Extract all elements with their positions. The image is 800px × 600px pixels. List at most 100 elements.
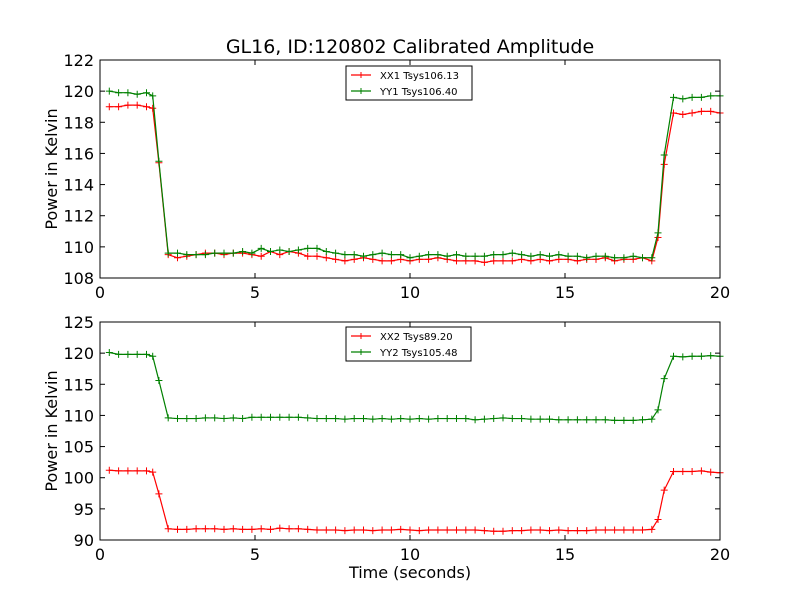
- data-point-marker: [480, 527, 488, 535]
- data-point-marker: [143, 103, 150, 111]
- data-point-marker: [294, 525, 302, 533]
- data-point-marker: [332, 255, 340, 263]
- data-point-marker: [415, 415, 423, 423]
- data-point-marker: [499, 527, 507, 535]
- data-point-marker: [629, 252, 637, 260]
- data-point-marker: [313, 252, 321, 260]
- data-point-marker: [670, 93, 677, 101]
- data-point-marker: [201, 251, 209, 259]
- data-point-marker: [434, 526, 442, 534]
- data-point-marker: [105, 87, 113, 95]
- x-tick-label: 20: [710, 283, 730, 302]
- data-point-marker: [387, 257, 395, 265]
- x-tick-label: 15: [555, 283, 575, 302]
- data-point-marker: [490, 527, 498, 535]
- data-point-marker: [239, 248, 247, 256]
- data-point-marker: [105, 349, 113, 357]
- data-point-marker: [536, 526, 544, 534]
- data-point-marker: [564, 252, 572, 260]
- data-point-marker: [332, 249, 340, 257]
- x-tick-label: 0: [95, 283, 105, 302]
- data-point-marker: [369, 251, 377, 259]
- data-point-marker: [499, 414, 507, 422]
- data-point-marker: [149, 468, 157, 476]
- data-point-marker: [679, 111, 687, 118]
- data-point-marker: [397, 415, 405, 423]
- data-point-marker: [654, 406, 662, 414]
- data-point-marker: [313, 526, 321, 534]
- data-point-marker: [453, 251, 460, 259]
- chart-title: GL16, ID:120802 Calibrated Amplitude: [226, 36, 594, 58]
- data-point-marker: [480, 252, 488, 260]
- data-point-marker: [546, 415, 553, 423]
- data-point-marker: [480, 415, 488, 423]
- data-point-marker: [201, 414, 209, 422]
- data-point-marker: [508, 257, 516, 265]
- data-point-marker: [133, 350, 141, 358]
- data-point-marker: [211, 525, 219, 533]
- x-axis-label: Time (seconds): [348, 563, 471, 582]
- data-point-marker: [660, 486, 668, 494]
- legend-marker: [358, 333, 364, 339]
- data-point-marker: [527, 252, 535, 260]
- y-tick-label: 120: [63, 82, 94, 101]
- y-tick-label: 122: [63, 51, 94, 70]
- data-point-marker: [499, 257, 507, 265]
- data-point-marker: [322, 248, 330, 256]
- data-point-marker: [229, 414, 237, 422]
- data-point-marker: [350, 415, 358, 423]
- data-point-marker: [654, 515, 662, 523]
- legend-box: [345, 65, 473, 101]
- data-point-marker: [629, 526, 637, 534]
- data-point-marker: [707, 92, 715, 100]
- data-point-marker: [124, 350, 132, 358]
- data-point-marker: [143, 350, 150, 358]
- data-point-marker: [648, 415, 656, 423]
- data-point-marker: [155, 157, 163, 165]
- data-point-marker: [592, 252, 600, 260]
- data-point-marker: [304, 414, 312, 422]
- data-point-marker: [149, 92, 157, 100]
- bottom-panel: 0 5 10 15 20 90 95 100 105 110 115 120 125 Power in K…: [42, 313, 730, 582]
- data-point-marker: [697, 93, 705, 101]
- data-point-marker: [629, 416, 637, 424]
- data-point-marker: [583, 416, 591, 424]
- data-point-marker: [425, 526, 433, 534]
- data-point-marker: [555, 526, 563, 534]
- y-tick-label: 112: [63, 207, 94, 226]
- data-point-marker: [149, 104, 157, 112]
- data-point-marker: [601, 526, 609, 534]
- data-point-marker: [332, 415, 340, 423]
- data-point-marker: [341, 251, 349, 259]
- y-axis-label: Power in Kelvin: [42, 108, 61, 229]
- data-point-marker: [276, 524, 284, 532]
- data-point-marker: [670, 352, 677, 360]
- data-point-marker: [248, 249, 256, 257]
- data-point-marker: [267, 525, 274, 533]
- y-tick-label: 110: [63, 238, 94, 257]
- data-point-marker: [378, 249, 386, 257]
- data-point-marker: [183, 251, 191, 259]
- data-point-marker: [564, 416, 572, 424]
- data-point-marker: [425, 415, 433, 423]
- data-point-marker: [583, 254, 591, 262]
- data-point-marker: [573, 252, 581, 260]
- data-point-marker: [518, 527, 526, 535]
- y-tick-label: 118: [63, 113, 94, 132]
- data-point-marker: [611, 254, 619, 262]
- data-point-marker: [285, 413, 293, 421]
- data-point-marker: [149, 352, 157, 360]
- data-point-marker: [564, 527, 572, 535]
- data-point-marker: [611, 526, 619, 534]
- legend-label: YY2 Tsys105.48: [379, 348, 458, 359]
- data-point-marker: [688, 93, 696, 101]
- data-point-marker: [174, 525, 181, 533]
- data-point-marker: [462, 252, 470, 260]
- data-point-marker: [143, 467, 150, 475]
- x-tick-label: 10: [400, 283, 420, 302]
- data-point-marker: [639, 254, 646, 262]
- data-point-marker: [639, 416, 646, 424]
- data-point-marker: [536, 251, 544, 259]
- data-point-marker: [620, 254, 628, 262]
- data-point-marker: [220, 249, 228, 257]
